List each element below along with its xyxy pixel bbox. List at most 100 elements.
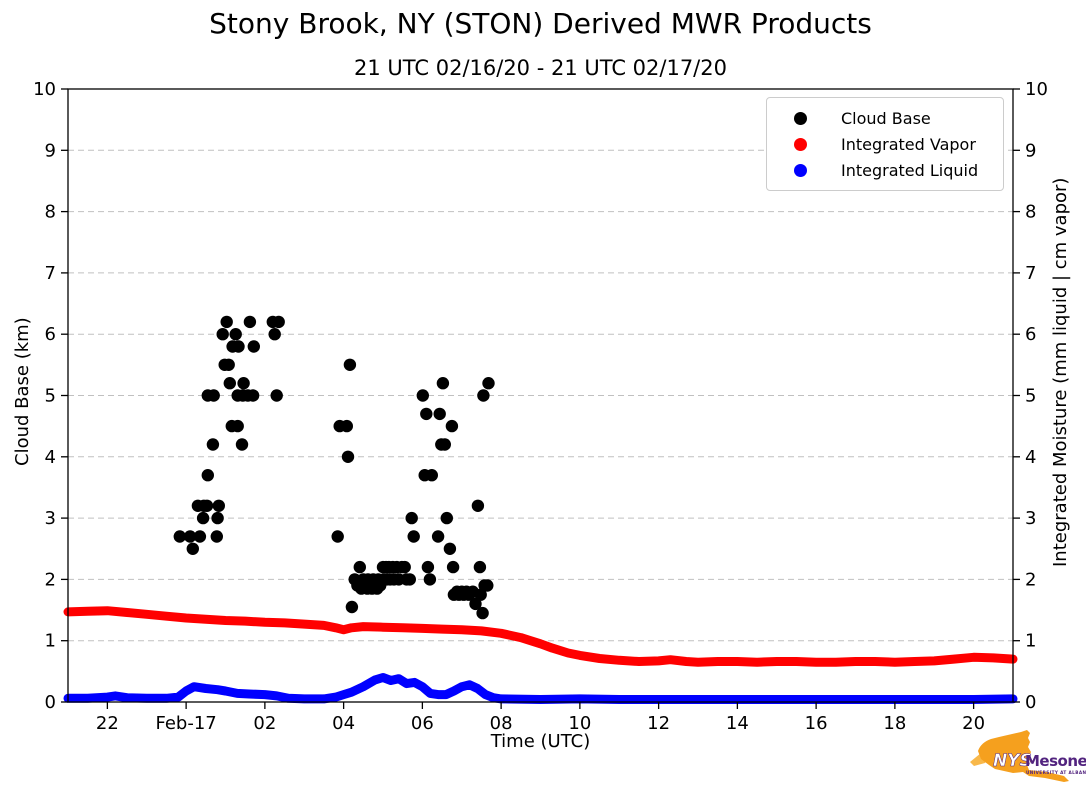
y-left-tick-label: 2 (45, 569, 56, 590)
point-cloud-base (438, 438, 451, 451)
point-cloud-base (186, 542, 199, 555)
new-york-state-icon (978, 730, 1069, 782)
y-right-tick-label: 5 (1025, 386, 1036, 407)
point-cloud-base (341, 450, 355, 463)
point-cloud-base (407, 530, 420, 543)
y-right-tick-label: 1 (1025, 631, 1036, 652)
series-integrated-vapor (63, 606, 1018, 667)
y-right-tick-label: 0 (1025, 692, 1036, 713)
x-tick-label: 16 (805, 713, 828, 734)
point-cloud-base (193, 530, 207, 543)
y-left-tick-label: 1 (45, 631, 56, 652)
integrated-liquid-marker-icon (794, 163, 807, 177)
point-cloud-base (420, 407, 433, 421)
point-cloud-base (270, 389, 283, 402)
point-cloud-base (471, 499, 485, 512)
y-right-tick-label: 10 (1025, 79, 1048, 100)
legend-item-integrated-liquid: Integrated Liquid (767, 157, 1003, 183)
y-right-tick-label: 4 (1025, 447, 1036, 468)
point-cloud-base (220, 315, 233, 329)
x-tick-label: 04 (332, 713, 355, 734)
point-cloud-base (398, 560, 411, 574)
integrated-vapor-marker-icon (794, 137, 807, 151)
point-cloud-base (481, 579, 494, 592)
point-cloud-base (403, 573, 416, 586)
y-axis-label-right: Integrated Moisture (mm liquid | cm vapo… (1050, 177, 1071, 567)
y-axis-label-left: Cloud Base (km) (12, 317, 33, 466)
y-right-tick-label: 6 (1025, 324, 1036, 345)
point-cloud-base (211, 511, 224, 525)
x-tick-label: 12 (647, 713, 670, 734)
y-left-tick-label: 4 (45, 447, 56, 468)
point-cloud-base (340, 419, 353, 433)
x-tick-label: 02 (253, 713, 276, 734)
y-left-tick-label: 9 (45, 140, 56, 161)
point-cloud-base (229, 328, 242, 341)
legend-label-integrated-vapor: Integrated Vapor (841, 134, 976, 154)
point-cloud-base (247, 340, 260, 353)
point-cloud-base (331, 530, 344, 543)
point-cloud-base (183, 530, 197, 543)
point-cloud-base (469, 597, 482, 611)
point-cloud-base (345, 600, 359, 614)
point-cloud-base (201, 469, 214, 482)
x-tick-label: Feb-17 (155, 713, 216, 734)
point-cloud-base (206, 438, 220, 451)
point-cloud-base (272, 315, 285, 329)
point-cloud-base (476, 606, 489, 620)
point-cloud-base (436, 377, 450, 390)
nys-mesonet-logo: NYS Mesonet UNIVERSITY AT ALBANY (968, 724, 1089, 796)
chart-title: Stony Brook, NY (STON) Derived MWR Produ… (209, 7, 872, 40)
point-cloud-base (431, 530, 445, 543)
logo-tagline-text: UNIVERSITY AT ALBANY (1026, 770, 1086, 775)
point-cloud-base (440, 511, 453, 525)
point-cloud-base (423, 573, 437, 586)
point-cloud-base (212, 499, 225, 512)
point-cloud-base (473, 560, 487, 574)
point-cloud-base (231, 419, 244, 433)
point-cloud-base (446, 560, 460, 574)
point-cloud-base (235, 438, 249, 451)
point-cloud-base (477, 389, 490, 402)
point-cloud-base (232, 340, 245, 353)
y-right-tick-label: 3 (1025, 508, 1036, 529)
point-cloud-base (200, 499, 214, 512)
legend-label-integrated-liquid: Integrated Liquid (841, 160, 979, 180)
point-cloud-base (443, 542, 457, 555)
y-right-tick-label: 9 (1025, 140, 1036, 161)
x-tick-label: 14 (726, 713, 749, 734)
point-cloud-base (216, 328, 229, 341)
x-axis-label: Time (UTC) (490, 731, 591, 752)
x-tick-label: 08 (490, 713, 513, 734)
point-cloud-base (343, 358, 357, 371)
chart-subtitle: 21 UTC 02/16/20 - 21 UTC 02/17/20 (354, 56, 727, 80)
point-cloud-base (196, 511, 210, 525)
point-cloud-base (268, 328, 281, 341)
point-cloud-base (243, 315, 257, 329)
point-cloud-base (482, 377, 495, 390)
point-cloud-base (425, 469, 438, 482)
x-tick-label: 06 (411, 713, 434, 734)
legend-item-cloud-base: Cloud Base (767, 105, 1003, 131)
x-tick-label: 22 (96, 713, 119, 734)
y-left-tick-label: 7 (45, 263, 56, 284)
point-cloud-base (246, 389, 260, 402)
point-cloud-base (445, 419, 459, 433)
y-left-tick-label: 3 (45, 508, 56, 529)
logo-acronym-text: NYS (993, 751, 1032, 771)
point-cloud-base (210, 530, 223, 543)
y-left-tick-label: 0 (45, 692, 56, 713)
y-left-tick-label: 5 (45, 386, 56, 407)
cloud-base-marker-icon (794, 111, 807, 125)
y-right-tick-label: 7 (1025, 263, 1036, 284)
point-cloud-base (353, 560, 366, 574)
point-cloud-base (173, 530, 186, 543)
nys-mesonet-logo-graphic: NYS Mesonet UNIVERSITY AT ALBANY (970, 730, 1089, 782)
point-cloud-base (421, 560, 435, 574)
y-right-tick-label: 2 (1025, 569, 1036, 590)
y-left-tick-label: 6 (45, 324, 56, 345)
x-tick-label: 18 (883, 713, 906, 734)
point-cloud-base (223, 377, 236, 390)
legend: Cloud Base Integrated Vapor Integrated L… (766, 97, 1004, 191)
